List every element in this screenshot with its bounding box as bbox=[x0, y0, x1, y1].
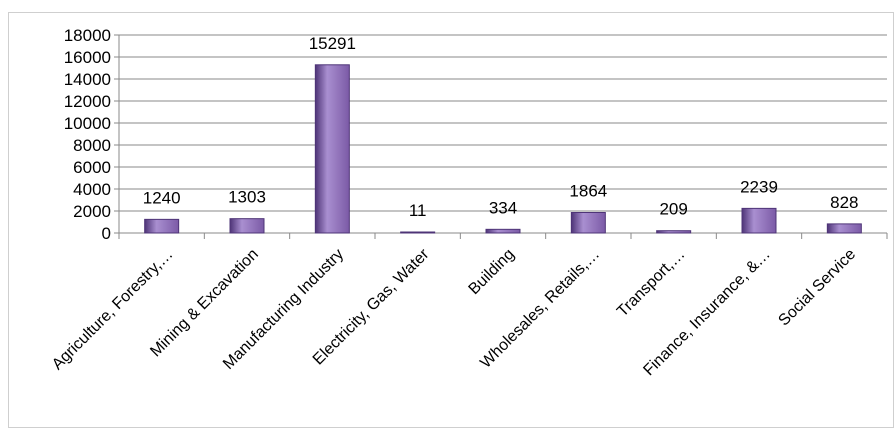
y-tick-label: 14000 bbox=[64, 70, 111, 89]
data-label: 2239 bbox=[740, 177, 778, 196]
y-tick-label: 12000 bbox=[64, 92, 111, 111]
bar bbox=[570, 211, 606, 234]
bar bbox=[314, 64, 350, 234]
x-tick-label: Social Service bbox=[775, 246, 859, 330]
x-tick-labels: Agriculture, Forestry,…Mining & Excavati… bbox=[49, 245, 859, 379]
bar bbox=[400, 231, 436, 234]
y-tick-label: 18000 bbox=[64, 26, 111, 45]
data-label: 15291 bbox=[309, 34, 356, 53]
y-tick-label: 8000 bbox=[73, 136, 111, 155]
data-label: 334 bbox=[489, 198, 517, 217]
data-label: 1303 bbox=[228, 188, 266, 207]
y-tick-label: 10000 bbox=[64, 114, 111, 133]
data-label: 1864 bbox=[569, 181, 607, 200]
data-label: 11 bbox=[409, 201, 427, 220]
y-tick-label: 0 bbox=[102, 224, 111, 243]
bar bbox=[485, 228, 521, 234]
y-tick-labels: 0 2000 4000 6000 8000 10000 12000 14000 16000 180… bbox=[64, 26, 111, 243]
y-tick-label: 16000 bbox=[64, 48, 111, 67]
x-tick-label: Building bbox=[466, 246, 518, 298]
bar bbox=[826, 223, 862, 234]
bar bbox=[144, 218, 180, 234]
y-tick-label: 6000 bbox=[73, 158, 111, 177]
data-label: 828 bbox=[830, 193, 858, 212]
y-tick-label: 2000 bbox=[73, 202, 111, 221]
bar bbox=[229, 218, 265, 234]
y-tick-label: 4000 bbox=[73, 180, 111, 199]
data-label: 209 bbox=[659, 200, 687, 219]
data-label: 1240 bbox=[143, 188, 181, 207]
bar bbox=[741, 207, 777, 234]
bars bbox=[144, 64, 862, 234]
bar bbox=[656, 230, 692, 234]
data-labels: 1240 1303 15291 11 334 1864 209 2239 828 bbox=[143, 34, 859, 220]
x-tick-label: Transport,… bbox=[614, 246, 688, 320]
